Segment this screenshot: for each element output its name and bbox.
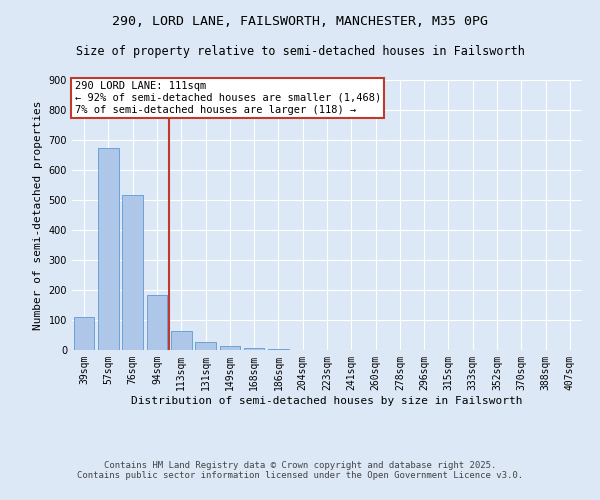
Y-axis label: Number of semi-detached properties: Number of semi-detached properties	[33, 100, 43, 330]
Bar	[244, 348, 265, 350]
X-axis label: Distribution of semi-detached houses by size in Failsworth: Distribution of semi-detached houses by …	[131, 396, 523, 406]
Bar	[146, 296, 167, 350]
Bar	[171, 331, 191, 350]
Bar	[220, 346, 240, 350]
Bar	[268, 349, 289, 350]
Text: 290 LORD LANE: 111sqm
← 92% of semi-detached houses are smaller (1,468)
7% of se: 290 LORD LANE: 111sqm ← 92% of semi-deta…	[74, 82, 381, 114]
Text: 290, LORD LANE, FAILSWORTH, MANCHESTER, M35 0PG: 290, LORD LANE, FAILSWORTH, MANCHESTER, …	[112, 15, 488, 28]
Bar	[98, 148, 119, 350]
Bar	[74, 317, 94, 350]
Text: Contains HM Land Registry data © Crown copyright and database right 2025.
Contai: Contains HM Land Registry data © Crown c…	[77, 460, 523, 480]
Bar	[195, 342, 216, 350]
Bar	[122, 195, 143, 350]
Text: Size of property relative to semi-detached houses in Failsworth: Size of property relative to semi-detach…	[76, 45, 524, 58]
